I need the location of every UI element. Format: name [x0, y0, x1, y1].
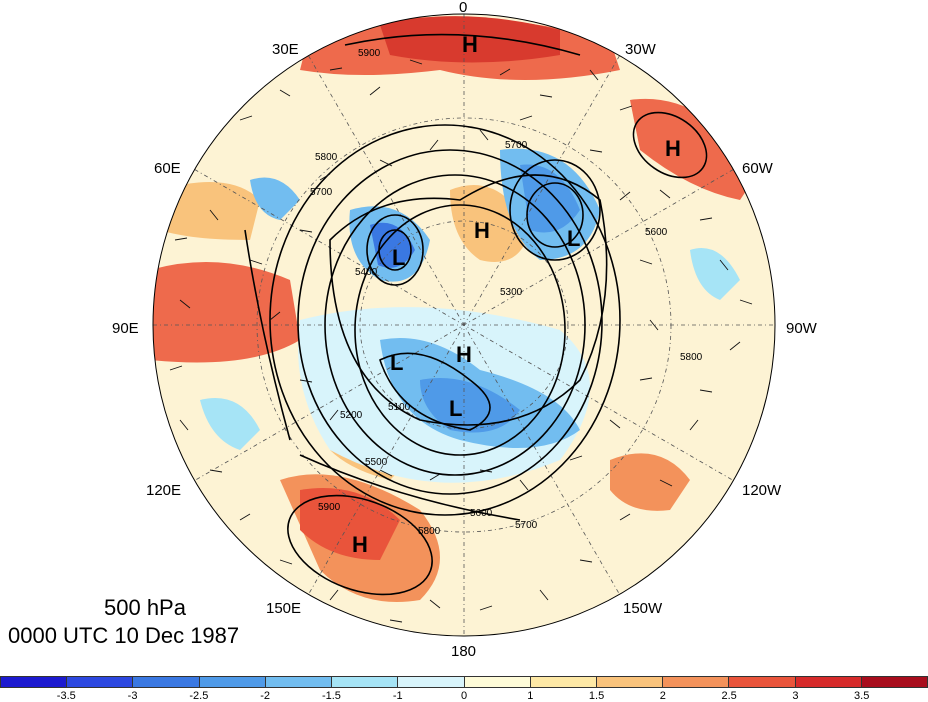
- colorbar-box: [463, 676, 531, 688]
- colorbar-tick-label: 1: [527, 690, 534, 702]
- colorbar-box: [66, 676, 134, 688]
- high-center-pole: H: [456, 342, 472, 367]
- lon-label-180: 180: [451, 643, 477, 660]
- contour-label-5900-north: 5900: [358, 48, 381, 59]
- polar-map: 5900 5800 5700 5700 5600 5300 5400 5200 …: [152, 13, 776, 637]
- colorbar-box: [331, 676, 399, 688]
- low-center-siberia: L: [390, 350, 403, 375]
- lon-label-0: 0: [459, 0, 468, 16]
- lon-label-120w: 120W: [742, 482, 782, 499]
- colorbar-box: [198, 676, 266, 688]
- colorbar-box: [264, 676, 333, 688]
- contour-label-5700-north: 5700: [505, 140, 528, 151]
- colorbar-box: [860, 676, 928, 688]
- high-center-atlantic: H: [665, 136, 681, 161]
- lon-label-90e: 90E: [112, 320, 139, 337]
- pressure-level-caption: 500 hPa: [104, 595, 186, 620]
- colorbar-tick-label: -1.5: [321, 690, 341, 702]
- contour-label-5800-south: 5800: [418, 526, 441, 537]
- high-center-pacific: H: [352, 532, 368, 557]
- colorbar-box: [728, 676, 796, 688]
- high-center-europe: H: [474, 218, 490, 243]
- colorbar-tick-label: -3.5: [56, 690, 76, 702]
- contour-label-5800-east: 5800: [680, 352, 703, 363]
- contour-label-5300-pole: 5300: [500, 287, 523, 298]
- contour-label-5200-south: 5200: [340, 410, 363, 421]
- low-center-east-siberia: L: [449, 396, 462, 421]
- pressure-centers: H H H H H L L L L: [352, 32, 681, 557]
- colorbar-box: [595, 676, 664, 688]
- colorbar-tick-label: 1.5: [588, 690, 605, 702]
- colorbar-tick-label: -2.5: [189, 690, 209, 702]
- colorbar-box: [529, 676, 597, 688]
- lon-label-30e: 30E: [272, 41, 299, 58]
- timestamp-caption: 0000 UTC 10 Dec 1987: [8, 623, 240, 648]
- colorbar-box: [0, 676, 68, 688]
- contour-label-5500-south: 5500: [365, 457, 388, 468]
- colorbar-box: [132, 676, 200, 688]
- lon-label-30w: 30W: [625, 41, 656, 58]
- lon-label-60w: 60W: [742, 160, 773, 177]
- contour-label-5900-south: 5900: [318, 502, 341, 513]
- contour-label-5400-west: 5400: [355, 267, 378, 278]
- low-center-greenland: L: [567, 226, 580, 251]
- colorbar-tick-label: 2.5: [721, 690, 737, 702]
- contour-label-5600-east: 5600: [645, 227, 668, 238]
- contour-label-5100-center: 5100: [388, 402, 411, 413]
- contour-label-5800-west: 5800: [315, 152, 338, 163]
- contour-labels: 5900 5800 5700 5700 5600 5300 5400 5200 …: [310, 48, 703, 537]
- low-center-scandinavia: L: [392, 245, 405, 270]
- colorbar-box: [397, 676, 465, 688]
- colorbar-tick-label: 3.5: [854, 690, 870, 702]
- high-center-north: H: [462, 32, 478, 57]
- colorbar-box: [794, 676, 862, 688]
- colorbar-tick-label: -1: [392, 690, 403, 702]
- colorbar: [0, 676, 928, 690]
- colorbar-tick-label: -3: [127, 690, 138, 702]
- graticule: [153, 14, 775, 636]
- lon-label-60e: 60E: [154, 160, 181, 177]
- lon-label-150w: 150W: [623, 600, 663, 617]
- colorbar-tick-label: 2: [659, 690, 666, 702]
- lon-label-150e: 150E: [266, 600, 302, 617]
- contour-label-5700-west: 5700: [310, 187, 333, 198]
- colorbar-box: [662, 676, 730, 688]
- contour-label-5700-south: 5700: [515, 520, 538, 531]
- lon-label-90w: 90W: [786, 320, 817, 337]
- colorbar-tick-label: 3: [792, 690, 799, 702]
- contour-label-5600-south: 5600: [470, 508, 493, 519]
- colorbar-tick-label: -2: [260, 690, 271, 702]
- colorbar-tick-label: 0: [460, 690, 468, 702]
- map-boundary: [152, 13, 776, 637]
- lon-label-120e: 120E: [146, 482, 182, 499]
